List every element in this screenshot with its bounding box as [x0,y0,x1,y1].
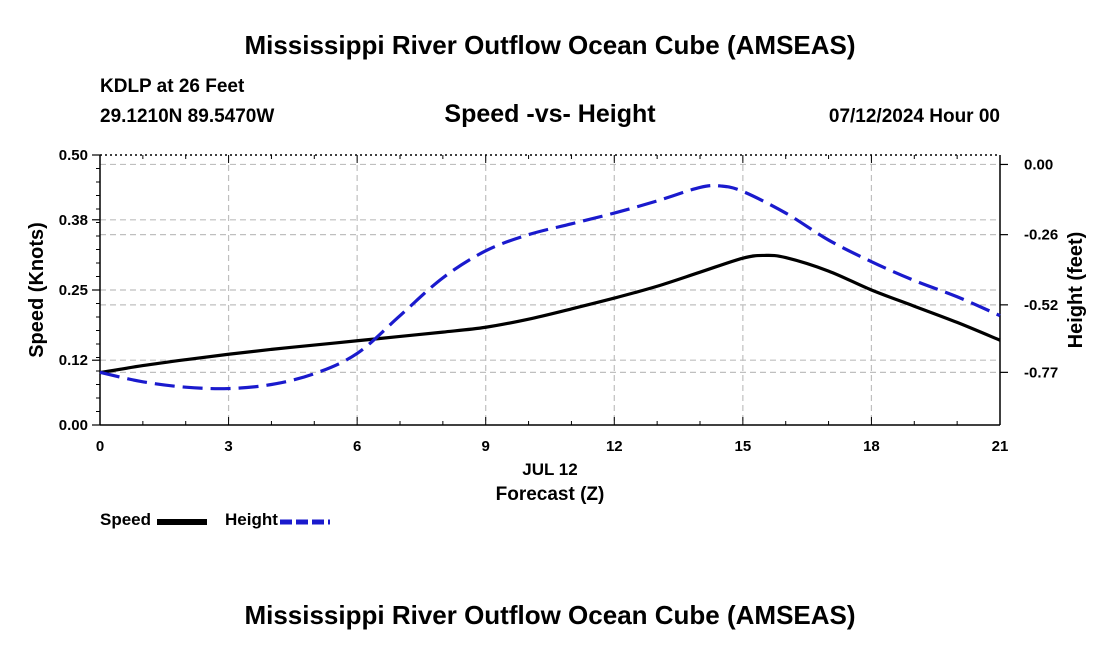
forecast-datetime: 07/12/2024 Hour 00 [828,106,1000,127]
grid-lines [100,155,1000,425]
left-axis-title: Speed (Knots) [26,222,48,358]
chart-title: Mississippi River Outflow Ocean Cube (AM… [244,30,856,60]
series-line-speed [99,253,1001,375]
station-label: KDLP at 26 Feet [100,76,245,97]
x-tick-label-18: 18 [863,438,880,455]
x-tick-label-15: 15 [735,438,752,455]
right-tick-label-3: -0.77 [1024,364,1058,381]
chart-subtitle: Speed -vs- Height [444,100,656,128]
x-tick-label-21: 21 [992,438,1009,455]
coordinates-label: 29.1210N 89.5470W [100,106,275,127]
x-tick-label-12: 12 [606,438,623,455]
x-tick-label-3: 3 [224,438,232,455]
legend-height-swatch [279,519,330,525]
left-tick-label-2: 0.25 [59,282,88,299]
axes: 0 3 6 9 12 15 18 21 0.00 0.12 0.25 0.38 0.50 0.00 -0.2… [26,147,1087,505]
left-tick-label-1: 0.12 [59,352,88,369]
series-lines [99,183,1001,391]
legend-speed-swatch [157,519,208,525]
x-tick-label-0: 0 [96,438,104,455]
footer-title: Mississippi River Outflow Ocean Cube (AM… [244,600,856,630]
right-tick-label-0: 0.00 [1024,156,1053,173]
right-tick-label-2: -0.52 [1024,297,1058,314]
right-tick-label-1: -0.26 [1024,227,1058,244]
x-date-label: JUL 12 [522,460,577,479]
series-line-height [99,183,1001,391]
x-axis-title: Forecast (Z) [496,484,605,505]
right-axis-title: Height (feet) [1065,232,1087,349]
legend: Speed Height [100,510,332,530]
left-tick-label-0: 0.00 [59,417,88,434]
legend-speed-label: Speed [100,510,152,529]
legend-height-label: Height [225,510,278,529]
x-tick-label-9: 9 [482,438,490,455]
left-tick-label-3: 0.38 [59,212,88,229]
x-tick-label-6: 6 [353,438,361,455]
left-tick-label-4: 0.50 [59,147,88,164]
